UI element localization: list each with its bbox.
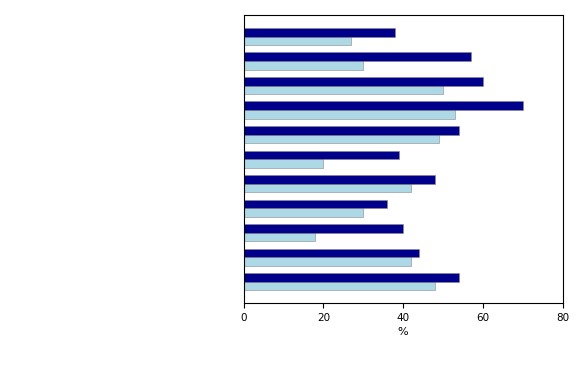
Bar xyxy=(244,224,403,233)
Bar xyxy=(244,184,411,192)
Bar xyxy=(244,233,316,241)
Bar xyxy=(244,151,399,159)
Bar xyxy=(244,77,483,85)
Bar xyxy=(244,135,439,143)
Bar xyxy=(244,282,435,290)
Bar xyxy=(244,101,523,110)
Bar xyxy=(244,28,395,37)
Bar xyxy=(244,37,351,45)
X-axis label: %: % xyxy=(398,327,408,337)
Bar xyxy=(244,159,324,168)
Bar xyxy=(244,53,471,61)
Bar xyxy=(244,61,363,70)
Bar xyxy=(244,208,363,217)
Bar xyxy=(244,199,387,208)
Bar xyxy=(244,273,459,282)
Bar xyxy=(244,249,419,257)
Bar xyxy=(244,175,435,184)
Bar xyxy=(244,126,459,135)
Bar xyxy=(244,257,411,266)
Bar xyxy=(244,110,455,119)
Bar xyxy=(244,85,443,94)
